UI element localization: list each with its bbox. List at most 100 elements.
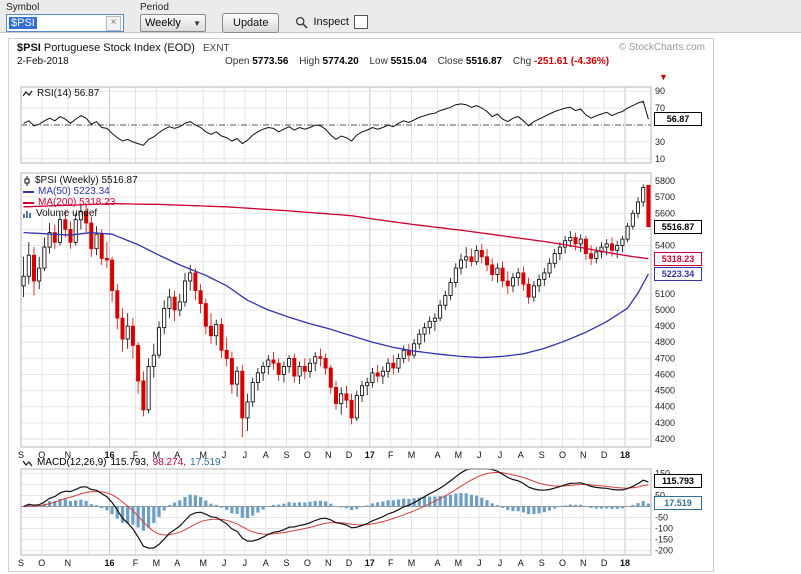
svg-text:4700: 4700 <box>655 353 675 363</box>
svg-text:A: A <box>174 558 180 568</box>
copyright: © StockCharts.com <box>618 42 705 53</box>
svg-text:16: 16 <box>104 558 114 568</box>
chart-container: $PSI Portuguese Stock Index (EOD) EXNT ©… <box>8 38 714 572</box>
period-label: Period <box>140 2 169 13</box>
chart-exchange: EXNT <box>203 43 230 54</box>
svg-text:F: F <box>388 558 394 568</box>
ma50-value-box: 5223.34 <box>654 267 702 281</box>
svg-text:S: S <box>283 450 289 460</box>
svg-text:O: O <box>559 450 566 460</box>
inspect-group: Inspect <box>295 15 368 29</box>
svg-text:4600: 4600 <box>655 370 675 380</box>
svg-text:D: D <box>601 450 608 460</box>
svg-text:O: O <box>304 558 311 568</box>
clear-symbol-icon[interactable]: × <box>106 15 121 31</box>
svg-text:J: J <box>243 450 248 460</box>
svg-text:-100: -100 <box>655 524 673 534</box>
svg-text:F: F <box>133 450 139 460</box>
svg-text:90: 90 <box>655 86 665 96</box>
scale-arrow-icon: ▼ <box>659 72 668 82</box>
svg-text:4900: 4900 <box>655 321 675 331</box>
svg-text:4300: 4300 <box>655 418 675 428</box>
svg-text:S: S <box>539 558 545 568</box>
svg-text:17: 17 <box>365 558 375 568</box>
svg-text:M: M <box>408 558 416 568</box>
svg-text:30: 30 <box>655 137 665 147</box>
symbol-label: Symbol <box>6 2 40 13</box>
svg-text:5100: 5100 <box>655 289 675 299</box>
svg-text:18: 18 <box>620 450 630 460</box>
svg-text:J: J <box>498 558 503 568</box>
svg-text:150: 150 <box>655 468 670 478</box>
svg-text:S: S <box>283 558 289 568</box>
toolbar: Symbol $PSI × Period Weekly ▼ Update Ins… <box>0 0 801 33</box>
svg-text:F: F <box>388 450 394 460</box>
period-field: Period Weekly ▼ <box>140 2 206 32</box>
symbol-field: Symbol $PSI × <box>6 2 124 32</box>
low-value: 5515.04 <box>390 56 427 67</box>
svg-text:M: M <box>199 450 207 460</box>
macd-legend-icon <box>23 460 33 466</box>
symbol-input-value[interactable]: $PSI <box>9 17 37 29</box>
price-legend: $PSI (Weekly) 5516.87 <box>23 175 138 186</box>
last-price-box: 5516.87 <box>654 220 702 234</box>
svg-text:D: D <box>346 558 353 568</box>
inspect-label: Inspect <box>313 16 349 28</box>
open-label: Open <box>225 56 250 67</box>
svg-text:A: A <box>518 558 524 568</box>
chg-value: -251.61 (-4.36%) <box>534 56 610 67</box>
svg-text:4200: 4200 <box>655 434 675 444</box>
svg-text:A: A <box>174 450 180 460</box>
svg-text:5700: 5700 <box>655 192 675 202</box>
low-label: Low <box>369 56 388 67</box>
inspect-checkbox[interactable] <box>353 15 368 29</box>
svg-text:M: M <box>153 450 161 460</box>
svg-text:S: S <box>18 450 24 460</box>
period-select[interactable]: Weekly ▼ <box>140 14 206 32</box>
svg-text:M: M <box>455 450 463 460</box>
svg-text:A: A <box>263 558 269 568</box>
rsi-legend-icon <box>23 90 33 96</box>
svg-text:J: J <box>498 450 503 460</box>
svg-text:A: A <box>263 450 269 460</box>
svg-text:N: N <box>65 450 72 460</box>
chart-canvas: 90 70 30 10 5800 5700 5600 5400 5100 5000 4900 4800… <box>18 86 675 568</box>
svg-text:5800: 5800 <box>655 176 675 186</box>
svg-text:A: A <box>518 450 524 460</box>
svg-text:M: M <box>408 450 416 460</box>
svg-text:N: N <box>325 450 332 460</box>
ma200-line-icon <box>23 201 34 204</box>
svg-text:J: J <box>477 450 482 460</box>
chg-label: Chg <box>512 56 532 67</box>
svg-text:O: O <box>38 558 45 568</box>
update-button[interactable]: Update <box>222 13 280 33</box>
svg-text:5400: 5400 <box>655 241 675 251</box>
svg-text:10: 10 <box>655 154 665 164</box>
svg-text:D: D <box>346 450 353 460</box>
ma50-line-icon <box>23 190 34 193</box>
search-icon <box>296 16 309 29</box>
svg-text:J: J <box>222 558 227 568</box>
chart-symbol: $PSI <box>17 42 41 54</box>
svg-text:4400: 4400 <box>655 402 675 412</box>
svg-text:N: N <box>580 450 587 460</box>
svg-text:5000: 5000 <box>655 305 675 315</box>
candlestick-icon <box>24 175 30 186</box>
svg-text:-50: -50 <box>655 513 668 523</box>
high-value: 5774.20 <box>322 56 359 67</box>
chart-name: Portuguese Stock Index (EOD) <box>43 42 195 54</box>
chart-date: 2-Feb-2018 <box>17 56 69 67</box>
svg-text:4500: 4500 <box>655 386 675 396</box>
svg-text:J: J <box>477 558 482 568</box>
macd-hist-value-box: 17.519 <box>654 496 702 510</box>
svg-text:50: 50 <box>655 491 665 501</box>
svg-text:17: 17 <box>365 450 375 460</box>
ma200-value-box: 5318.23 <box>654 252 702 266</box>
chevron-down-icon: ▼ <box>193 18 201 28</box>
ma50-legend: MA(50) 5223.34 <box>23 186 110 197</box>
symbol-input[interactable]: $PSI × <box>6 14 124 32</box>
svg-text:16: 16 <box>104 450 114 460</box>
volume-legend: Volume undef <box>23 208 97 219</box>
svg-text:70: 70 <box>655 103 665 113</box>
